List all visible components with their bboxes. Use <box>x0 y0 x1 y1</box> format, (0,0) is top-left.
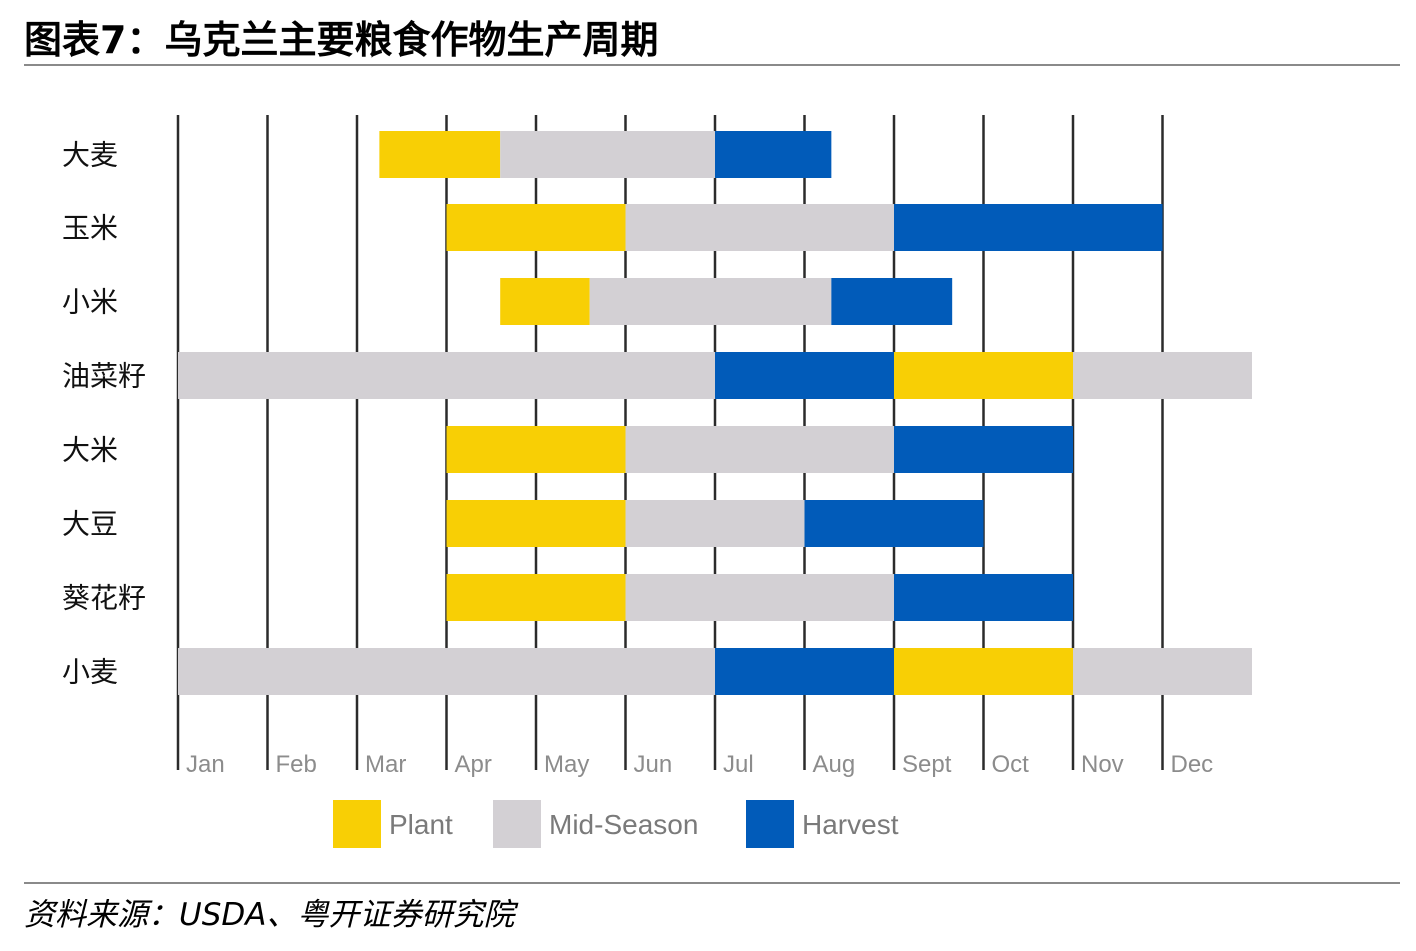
month-label: Nov <box>1081 751 1124 778</box>
month-label: Jun <box>634 751 673 778</box>
crop-label: 小麦 <box>62 656 118 689</box>
bar-mid <box>500 131 715 178</box>
bar-mid <box>625 500 805 547</box>
crop-label: 大豆 <box>62 508 118 541</box>
bar-harvest <box>715 131 832 178</box>
bar-plant <box>379 131 501 178</box>
month-label: Oct <box>992 751 1030 778</box>
bar-plant <box>894 648 1073 695</box>
month-label: Dec <box>1171 751 1214 778</box>
crop-label: 油菜籽 <box>62 360 146 393</box>
bar-plant <box>446 426 626 473</box>
month-label: Jan <box>186 751 225 778</box>
crop-label: 玉米 <box>62 212 118 245</box>
figure-title: 图表7：乌克兰主要粮食作物生产周期 <box>24 18 659 62</box>
bar-mid <box>178 648 715 695</box>
bar-plant <box>500 278 590 325</box>
month-label: Apr <box>455 751 492 778</box>
month-label: Jul <box>723 751 754 778</box>
bar-plant <box>894 352 1073 399</box>
bar-mid <box>178 352 715 399</box>
legend-swatch-mid <box>493 800 541 848</box>
bar-harvest <box>894 426 1073 473</box>
source-note: 资料来源：USDA、粤开证券研究院 <box>24 897 515 933</box>
bar-plant <box>446 574 626 621</box>
legend-swatch-plant <box>333 800 381 848</box>
month-label: Feb <box>276 751 317 778</box>
bar-mid <box>625 204 894 251</box>
month-labels: Jan Feb Mar Apr May Jun Jul Aug Sept Oct Nov Dec <box>186 751 1213 778</box>
bar-plant <box>446 204 626 251</box>
bar-harvest <box>894 204 1163 251</box>
crop-label: 大麦 <box>62 139 118 172</box>
legend: Plant Mid-Season Harvest <box>333 800 899 848</box>
bar-harvest <box>804 500 984 547</box>
bar-plant <box>446 500 626 547</box>
crop-label: 葵花籽 <box>62 582 146 615</box>
month-label: Sept <box>902 751 952 778</box>
title-rule <box>24 64 1400 66</box>
bar-mid <box>1073 352 1252 399</box>
bars <box>178 131 1252 695</box>
legend-label-harvest: Harvest <box>802 809 899 840</box>
legend-label-mid: Mid-Season <box>549 809 698 840</box>
legend-label-plant: Plant <box>389 809 453 840</box>
bar-harvest <box>715 648 894 695</box>
bar-mid <box>589 278 832 325</box>
bar-mid <box>625 574 894 621</box>
bar-harvest <box>894 574 1073 621</box>
crop-label: 小米 <box>62 286 118 319</box>
crop-label: 大米 <box>62 434 118 467</box>
source-rule <box>24 882 1400 884</box>
month-label: May <box>544 751 589 778</box>
month-label: Mar <box>365 751 406 778</box>
bar-harvest <box>831 278 953 325</box>
bar-harvest <box>715 352 894 399</box>
month-label: Aug <box>813 751 856 778</box>
bar-mid <box>625 426 894 473</box>
legend-swatch-harvest <box>746 800 794 848</box>
bar-mid <box>1073 648 1252 695</box>
